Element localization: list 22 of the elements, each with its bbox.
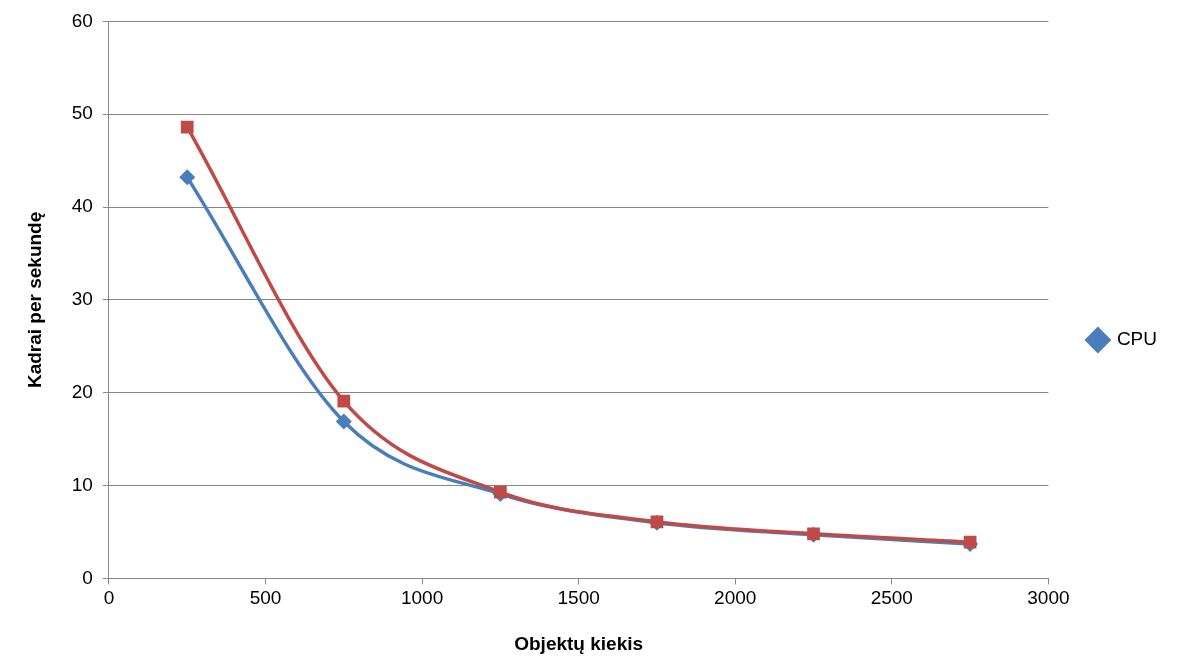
x-axis-title: Objektų kiekis bbox=[514, 632, 644, 654]
x-tick-label: 2500 bbox=[870, 587, 913, 609]
y-axis-title: Kadrai per sekundę bbox=[23, 211, 45, 389]
y-tick-label: 20 bbox=[71, 380, 93, 402]
y-tick-label: 40 bbox=[71, 195, 93, 217]
y-tick-label: 60 bbox=[71, 9, 93, 31]
y-tick-label: 30 bbox=[71, 288, 93, 310]
point bbox=[335, 413, 352, 430]
y-tick-label: 50 bbox=[71, 102, 93, 124]
x-tick-label: 1500 bbox=[557, 587, 600, 609]
point bbox=[337, 394, 351, 408]
point bbox=[180, 120, 194, 134]
point bbox=[179, 169, 196, 186]
x-tick-label: 1000 bbox=[400, 587, 444, 609]
y-tick-label: 0 bbox=[82, 566, 93, 588]
x-tick-label: 2000 bbox=[714, 587, 757, 609]
x-tick-label: 0 bbox=[103, 587, 115, 609]
x-tick-label: 500 bbox=[249, 587, 282, 609]
point bbox=[963, 535, 977, 549]
x-tick-label: 3000 bbox=[1027, 587, 1070, 609]
legend-label: CPU bbox=[1116, 328, 1158, 350]
y-tick-label: 10 bbox=[71, 473, 93, 495]
